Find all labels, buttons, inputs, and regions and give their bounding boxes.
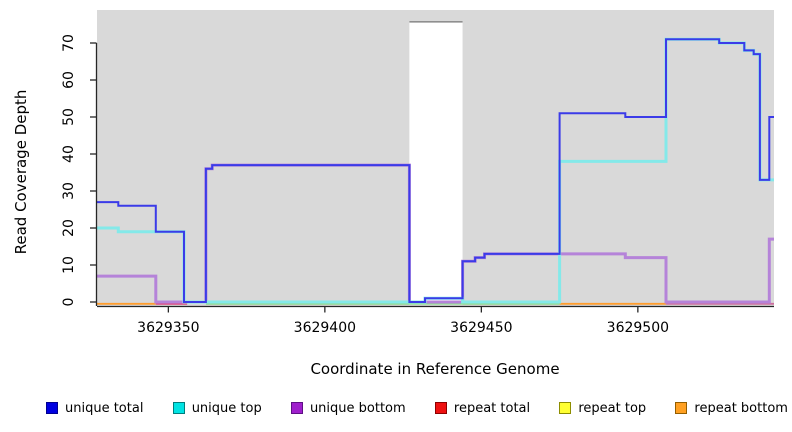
annotation-rects xyxy=(97,10,774,306)
legend-swatch-icon xyxy=(559,402,572,414)
legend: unique total unique top unique bottom repea… xyxy=(46,396,788,420)
annotation-gap-rect xyxy=(409,21,463,305)
x-tick-label: 3629450 xyxy=(450,320,512,336)
series-line-unique-total xyxy=(96,38,774,303)
legend-swatch-icon xyxy=(46,402,58,414)
coverage-step-lines xyxy=(96,37,774,304)
legend-label: repeat bottom xyxy=(694,400,788,416)
axes xyxy=(90,42,774,313)
y-tick-label: 40 xyxy=(61,145,77,163)
legend-swatch-icon xyxy=(290,402,303,414)
y-tick-labels: 0 10 20 30 40 50 60 70 xyxy=(61,34,77,306)
legend-item: unique total xyxy=(46,401,143,416)
legend-label: unique total xyxy=(65,400,144,416)
legend-label: repeat total xyxy=(453,400,531,416)
y-tick-label: 30 xyxy=(61,182,77,200)
legend-item: repeat bottom xyxy=(675,401,788,416)
y-tick-label: 10 xyxy=(61,256,77,274)
legend-item: unique top xyxy=(172,400,262,416)
x-axis-title: Coordinate in Reference Genome xyxy=(310,360,559,378)
legend-swatch-icon xyxy=(434,402,447,414)
legend-item: repeat total xyxy=(434,400,531,416)
y-tick-label: 60 xyxy=(61,71,77,89)
legend-swatch-icon xyxy=(675,402,688,414)
y-tick-label: 20 xyxy=(61,219,77,237)
legend-item: unique bottom xyxy=(290,400,406,416)
legend-label: repeat top xyxy=(578,400,647,416)
x-tick-labels: 3629350 3629400 3629450 3629500 xyxy=(137,320,669,336)
y-axis-title: Read Coverage Depth xyxy=(12,90,30,255)
y-tick-label: 70 xyxy=(61,34,77,52)
x-tick-label: 3629350 xyxy=(137,320,199,336)
legend-swatch-icon xyxy=(172,402,185,414)
legend-item: repeat top xyxy=(559,401,646,416)
y-tick-label: 0 xyxy=(61,298,77,307)
x-tick-label: 3629500 xyxy=(607,320,669,336)
x-tick-label: 3629400 xyxy=(294,320,356,336)
legend-label: unique top xyxy=(191,400,262,416)
legend-label: unique bottom xyxy=(309,400,406,416)
y-tick-label: 50 xyxy=(61,108,77,126)
